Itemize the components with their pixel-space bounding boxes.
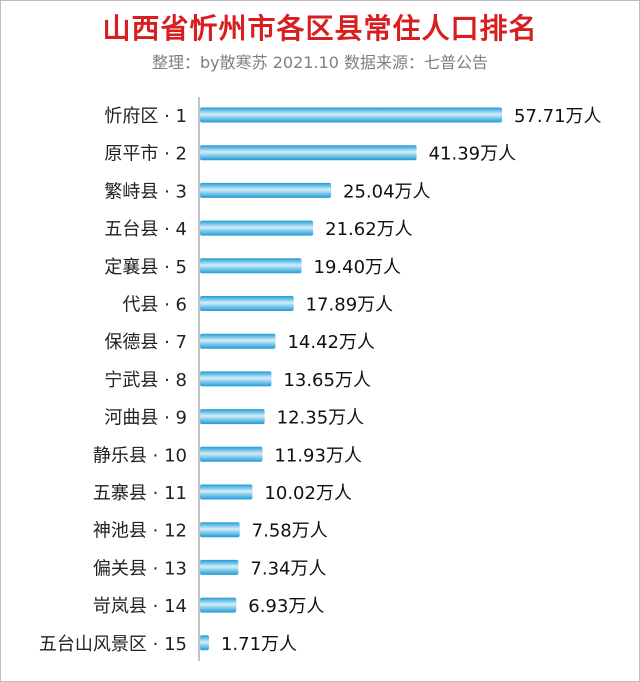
data-label: 7.58万人 xyxy=(252,521,328,542)
bar xyxy=(200,333,276,349)
category-label: 五台县 · 4 xyxy=(104,219,187,240)
category-label: 神池县 · 12 xyxy=(93,521,187,542)
bar xyxy=(200,371,272,387)
category-label: 代县 · 6 xyxy=(122,295,187,316)
category-label: 五寨县 · 11 xyxy=(93,483,187,504)
data-label: 25.04万人 xyxy=(343,181,431,202)
data-label: 1.71万人 xyxy=(221,634,297,655)
bar xyxy=(200,559,239,575)
bar xyxy=(200,182,332,198)
data-label: 7.34万人 xyxy=(250,558,326,579)
data-label: 19.40万人 xyxy=(314,257,402,278)
category-label: 静乐县 · 10 xyxy=(93,445,187,466)
bar xyxy=(200,446,263,462)
bar xyxy=(200,484,253,500)
data-label: 17.89万人 xyxy=(306,295,394,316)
data-label: 14.42万人 xyxy=(287,332,375,353)
bar xyxy=(200,107,502,123)
bar xyxy=(200,522,240,538)
data-label: 41.39万人 xyxy=(429,144,517,165)
category-label: 忻府区 · 1 xyxy=(104,106,187,127)
data-label: 11.93万人 xyxy=(274,445,362,466)
category-label: 岢岚县 · 14 xyxy=(93,596,187,617)
data-label: 12.35万人 xyxy=(277,408,365,429)
category-label: 保德县 · 7 xyxy=(104,332,187,353)
chart-subtitle: 整理：by散寒苏 2021.10 数据来源：七普公告 xyxy=(152,53,488,72)
category-label: 河曲县 · 9 xyxy=(104,408,187,429)
bar xyxy=(200,635,209,651)
category-label: 宁武县 · 8 xyxy=(104,370,187,391)
data-label: 13.65万人 xyxy=(283,370,371,391)
data-label: 57.71万人 xyxy=(514,106,602,127)
bar xyxy=(200,597,237,613)
category-label: 原平市 · 2 xyxy=(104,144,187,165)
category-label: 偏关县 · 13 xyxy=(93,558,187,579)
category-label: 定襄县 · 5 xyxy=(104,257,187,278)
data-label: 10.02万人 xyxy=(264,483,352,504)
bar xyxy=(200,258,302,274)
bar xyxy=(200,409,265,425)
bar xyxy=(200,220,314,236)
data-label: 21.62万人 xyxy=(325,219,413,240)
category-label: 繁峙县 · 3 xyxy=(104,181,187,202)
chart-title: 山西省忻州市各区县常住人口排名 xyxy=(102,12,538,45)
category-label: 五台山风景区 · 15 xyxy=(39,634,187,655)
bar xyxy=(200,296,294,311)
bar xyxy=(200,145,417,161)
data-label: 6.93万人 xyxy=(248,596,324,617)
